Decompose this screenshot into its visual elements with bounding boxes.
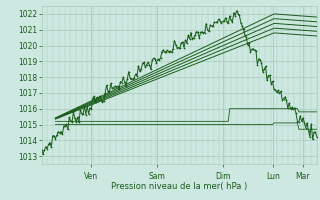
X-axis label: Pression niveau de la mer( hPa ): Pression niveau de la mer( hPa ) bbox=[111, 182, 247, 191]
